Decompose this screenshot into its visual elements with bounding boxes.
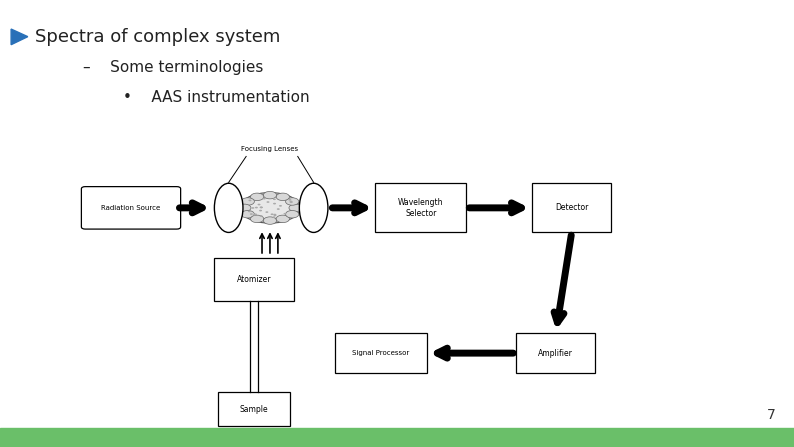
Ellipse shape: [240, 193, 300, 223]
Text: –    Some terminologies: – Some terminologies: [83, 60, 264, 76]
Circle shape: [260, 207, 263, 208]
Circle shape: [277, 208, 279, 210]
Circle shape: [249, 199, 252, 201]
Circle shape: [237, 204, 251, 211]
Bar: [218, 392, 290, 426]
Circle shape: [289, 204, 303, 211]
Circle shape: [248, 211, 251, 212]
Circle shape: [272, 216, 276, 218]
Circle shape: [290, 201, 292, 202]
Circle shape: [273, 198, 276, 200]
Bar: [214, 258, 294, 300]
Circle shape: [263, 198, 266, 199]
Text: Amplifier: Amplifier: [538, 349, 573, 358]
Circle shape: [250, 193, 264, 201]
Text: Detector: Detector: [555, 203, 588, 212]
Circle shape: [283, 213, 287, 215]
Circle shape: [267, 201, 269, 203]
Circle shape: [250, 215, 264, 223]
Bar: [335, 333, 427, 373]
Text: Sample: Sample: [240, 405, 268, 413]
Circle shape: [241, 198, 254, 205]
Text: Focusing Lenses: Focusing Lenses: [241, 146, 299, 152]
Circle shape: [260, 215, 263, 217]
Circle shape: [250, 213, 252, 215]
Circle shape: [276, 215, 290, 223]
Bar: [532, 183, 611, 232]
Circle shape: [252, 207, 254, 209]
Circle shape: [254, 214, 257, 215]
Circle shape: [257, 204, 260, 205]
Circle shape: [276, 193, 290, 201]
Circle shape: [288, 199, 291, 201]
Bar: [376, 183, 467, 232]
Circle shape: [286, 211, 299, 218]
Circle shape: [255, 207, 258, 208]
Circle shape: [264, 217, 276, 224]
Text: •    AAS instrumentation: • AAS instrumentation: [123, 90, 310, 105]
Circle shape: [260, 207, 263, 208]
Circle shape: [273, 203, 276, 204]
Text: Signal Processor: Signal Processor: [353, 350, 410, 356]
Circle shape: [290, 202, 293, 203]
Circle shape: [286, 198, 299, 205]
Circle shape: [273, 215, 276, 216]
Ellipse shape: [299, 183, 328, 232]
Ellipse shape: [214, 183, 243, 232]
Circle shape: [241, 211, 254, 218]
Text: Atomizer: Atomizer: [237, 275, 272, 284]
FancyBboxPatch shape: [82, 187, 181, 229]
Circle shape: [273, 214, 276, 215]
Circle shape: [264, 191, 276, 199]
Text: Radiation Source: Radiation Source: [102, 205, 160, 211]
Circle shape: [265, 211, 268, 213]
Text: Spectra of complex system: Spectra of complex system: [35, 28, 280, 46]
Circle shape: [259, 210, 262, 211]
Polygon shape: [11, 29, 28, 45]
Circle shape: [252, 214, 256, 216]
Bar: [516, 333, 596, 373]
Text: Wavelength
Selector: Wavelength Selector: [398, 198, 444, 218]
Circle shape: [279, 205, 282, 207]
Circle shape: [271, 213, 274, 215]
Bar: [0, 428, 794, 447]
Text: 7: 7: [767, 409, 776, 422]
